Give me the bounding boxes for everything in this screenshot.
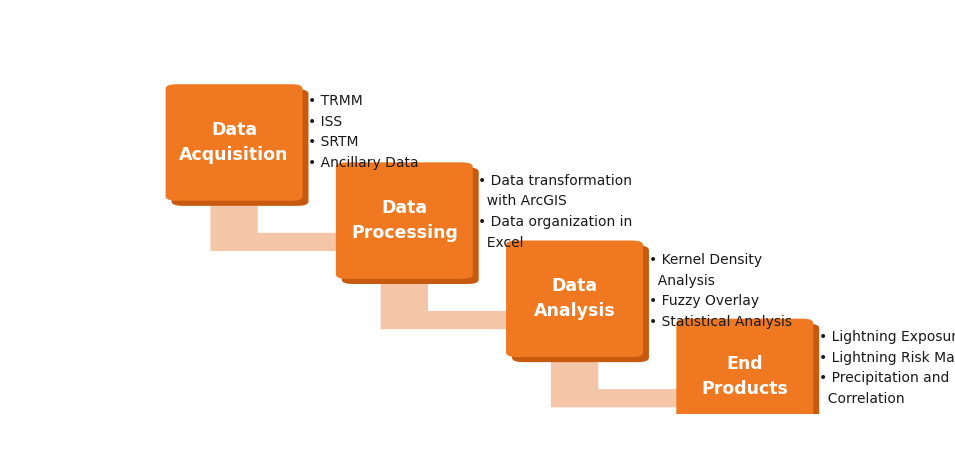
Text: End
Products: End Products — [701, 355, 788, 399]
FancyBboxPatch shape — [165, 84, 303, 201]
Text: Data
Acquisition: Data Acquisition — [180, 121, 288, 164]
FancyBboxPatch shape — [512, 246, 649, 362]
Text: Data
Processing: Data Processing — [350, 199, 457, 242]
Text: • Data transformation
  with ArcGIS
• Data organization in
  Excel: • Data transformation with ArcGIS • Data… — [478, 174, 632, 250]
FancyBboxPatch shape — [676, 319, 814, 435]
Text: • Kernel Density
  Analysis
• Fuzzy Overlay
• Statistical Analysis: • Kernel Density Analysis • Fuzzy Overla… — [648, 253, 792, 329]
FancyBboxPatch shape — [342, 167, 478, 284]
Text: Data
Analysis: Data Analysis — [534, 277, 615, 320]
FancyBboxPatch shape — [506, 240, 643, 357]
FancyBboxPatch shape — [172, 89, 308, 206]
Text: • Lightning Exposure Map
• Lightning Risk Map
• Precipitation and Lightning
  Co: • Lightning Exposure Map • Lightning Ris… — [818, 330, 955, 406]
FancyBboxPatch shape — [682, 324, 819, 440]
Polygon shape — [210, 197, 401, 277]
FancyBboxPatch shape — [336, 162, 473, 279]
Text: • TRMM
• ISS
• SRTM
• Ancillary Data: • TRMM • ISS • SRTM • Ancillary Data — [308, 94, 418, 170]
Polygon shape — [551, 353, 741, 433]
Polygon shape — [381, 275, 571, 355]
